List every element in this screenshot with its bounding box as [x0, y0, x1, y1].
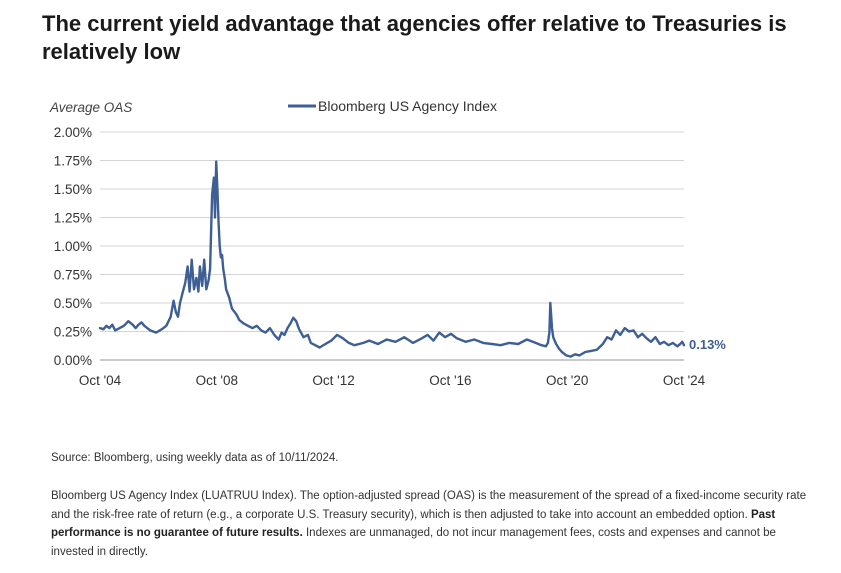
y-axis-label: Average OAS — [49, 100, 132, 115]
y-tick-label: 1.75% — [54, 154, 92, 169]
legend-label: Bloomberg US Agency Index — [318, 98, 497, 114]
y-tick-label: 0.75% — [54, 268, 92, 283]
x-tick-label: Oct '16 — [429, 373, 471, 388]
y-tick-label: 0.50% — [54, 296, 92, 311]
y-tick-label: 0.25% — [54, 325, 92, 340]
footnote-text-end: Indexes are unmanaged, do not incur mana… — [51, 527, 776, 558]
line-chart: 2.00% 1.75% 1.50% 1.25% 1.00% 0.75% 0.50% 0.25%… — [49, 98, 726, 388]
footnote-bold-disclaimer: Past performance is no guarantee of futu… — [51, 508, 776, 540]
y-tick-label: 1.00% — [54, 239, 92, 254]
x-tick-label: Oct '24 — [663, 373, 706, 388]
chart-title: The current yield advantage that agencie… — [42, 11, 787, 64]
x-tick-label: Oct '04 — [79, 373, 122, 388]
y-axis-tick-labels: 2.00% 1.75% 1.50% 1.25% 1.00% 0.75% 0.50% 0.25%… — [54, 125, 92, 368]
legend: Bloomberg US Agency Index — [288, 98, 497, 114]
footnote: Bloomberg US Agency Index (LUATRUU Index… — [51, 487, 821, 561]
series-line-agency-index — [98, 160, 686, 358]
x-axis-tick-labels: Oct '04 Oct '08 Oct '12 Oct '16 Oct '20 Oct '… — [79, 373, 706, 388]
source-note: Source: Bloomberg, using weekly data as … — [51, 452, 339, 464]
gridlines — [100, 131, 684, 361]
y-tick-label: 1.25% — [54, 211, 92, 226]
y-tick-label: 2.00% — [54, 125, 92, 140]
x-tick-label: Oct '08 — [196, 373, 238, 388]
x-tick-label: Oct '12 — [312, 373, 354, 388]
footnote-text: Bloomberg US Agency Index (LUATRUU Index… — [51, 490, 807, 521]
y-tick-label: 1.50% — [54, 182, 92, 197]
x-tick-label: Oct '20 — [546, 373, 588, 388]
y-tick-label: 0.00% — [54, 353, 92, 368]
end-value-label: 0.13% — [689, 337, 726, 352]
